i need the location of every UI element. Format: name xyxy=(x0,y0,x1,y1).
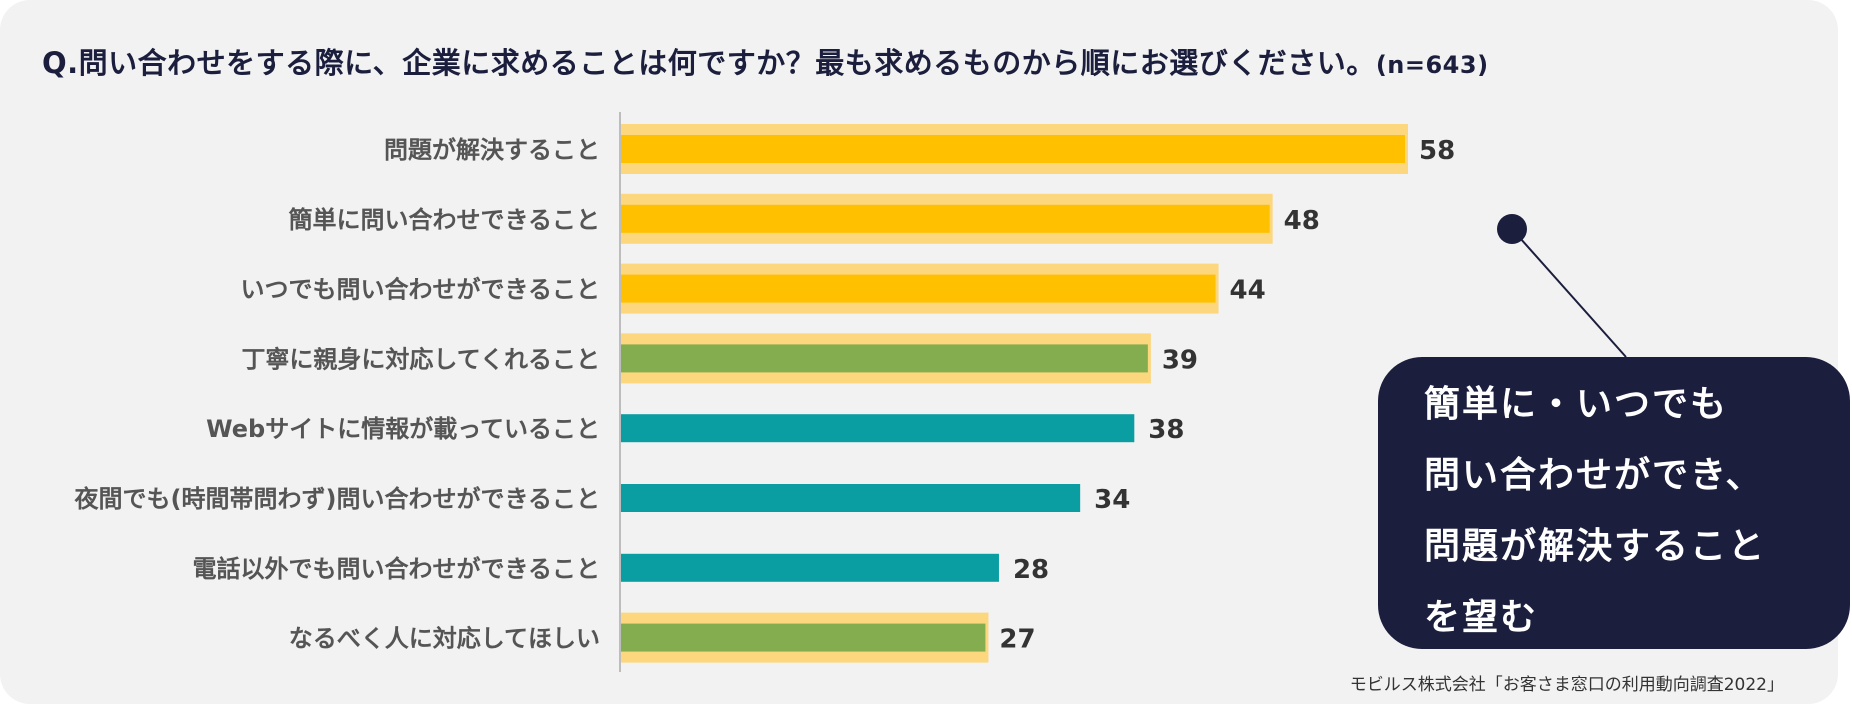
value-label: 27 xyxy=(999,625,1035,655)
bar xyxy=(620,204,1270,233)
sample-size: (n=643) xyxy=(1375,51,1489,79)
bar xyxy=(620,344,1148,373)
source-credit: モビルス株式会社「お客さま窓口の利用動向調査2022」 xyxy=(1349,675,1784,695)
category-label: 電話以外でも問い合わせができること xyxy=(192,555,600,583)
callout-pointer-dot xyxy=(1497,214,1527,244)
bar xyxy=(620,623,986,652)
bar xyxy=(620,274,1216,303)
bar xyxy=(620,414,1135,443)
callout-pointer-line xyxy=(1511,228,1627,358)
category-label: 簡単に問い合わせできること xyxy=(288,206,600,234)
callout-box: 簡単に・いつでも 問い合わせができ、 問題が解決すること を望む xyxy=(1378,357,1850,649)
value-label: 39 xyxy=(1162,345,1198,375)
category-label: 問題が解決すること xyxy=(384,136,600,164)
callout-line: 簡単に・いつでも xyxy=(1424,384,1729,425)
bar xyxy=(620,135,1405,163)
category-label: なるべく人に対応してほしい xyxy=(289,625,600,653)
callout-line: を望む xyxy=(1424,597,1539,638)
value-label: 34 xyxy=(1094,485,1130,515)
chart-title: Q.問い合わせをする際に、企業に求めることは何ですか？最も求めるものから順にお選… xyxy=(42,46,1489,80)
category-label: いつでも問い合わせができること xyxy=(240,276,600,304)
value-label: 28 xyxy=(1013,555,1049,585)
callout-line: 問い合わせができ、 xyxy=(1424,455,1764,496)
value-label: 48 xyxy=(1284,206,1320,236)
category-label: 丁寧に親身に対応してくれること xyxy=(241,345,600,373)
value-label: 38 xyxy=(1148,415,1184,445)
value-label: 58 xyxy=(1419,136,1455,166)
category-label: Webサイトに情報が載っていること xyxy=(206,415,600,443)
value-label: 44 xyxy=(1230,276,1266,306)
bar xyxy=(620,553,999,582)
callout-line: 問題が解決すること xyxy=(1424,526,1767,567)
category-label: 夜間でも(時間帯問わず)問い合わせができること xyxy=(74,485,600,513)
bar xyxy=(620,484,1081,512)
